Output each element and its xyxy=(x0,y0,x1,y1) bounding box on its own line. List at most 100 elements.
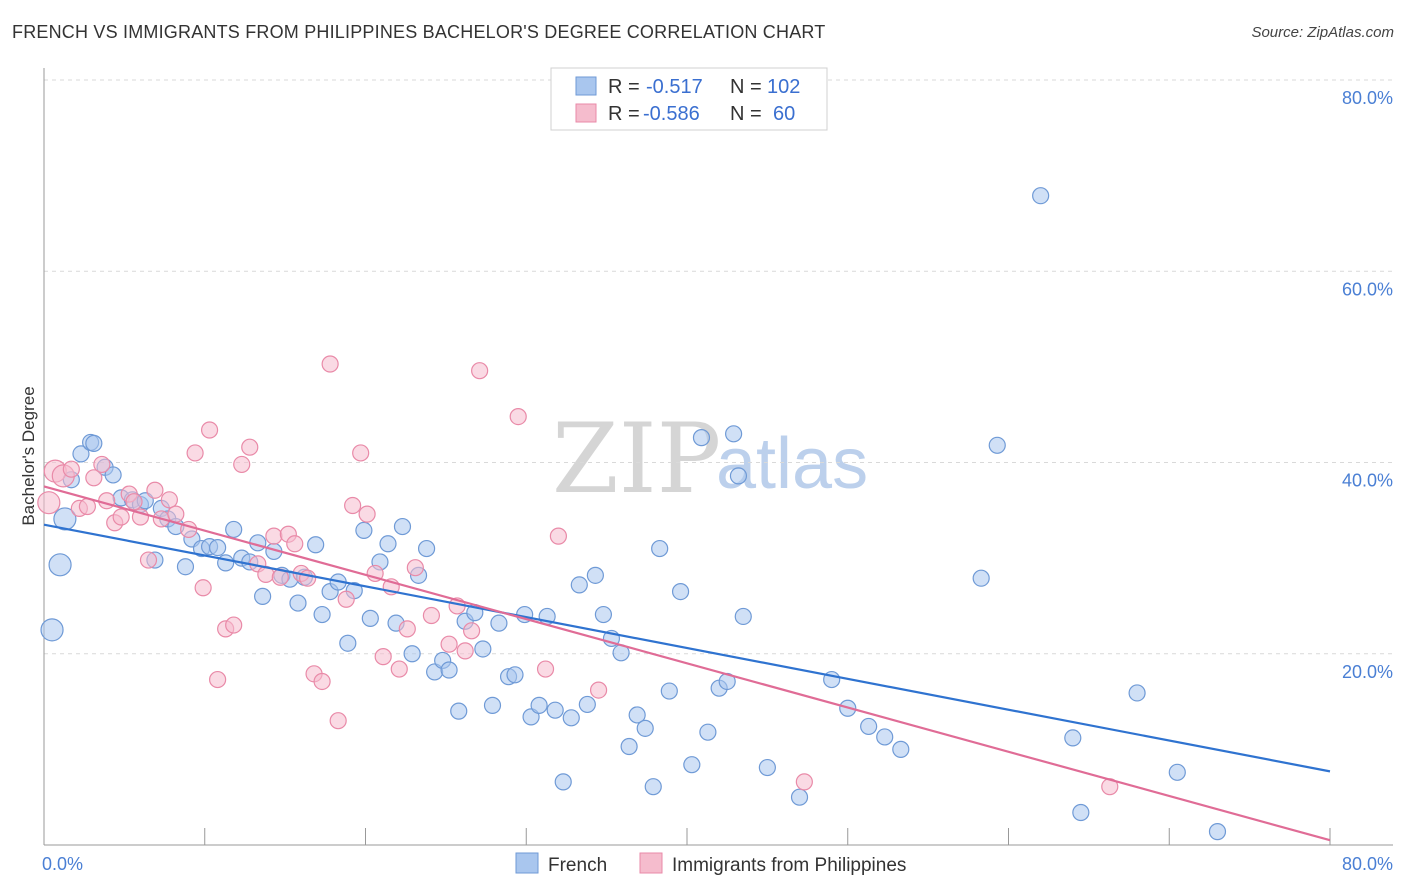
philippines-point-17 xyxy=(160,491,178,509)
french-point-91 xyxy=(860,717,878,736)
french-point-93 xyxy=(892,740,910,758)
philippines-point-10 xyxy=(112,508,130,526)
french-point-101 xyxy=(1208,823,1227,841)
french-point-51 xyxy=(450,702,468,720)
trend-line-french xyxy=(43,523,1331,773)
series-philippines-points xyxy=(37,355,1119,796)
french-point-4 xyxy=(72,445,90,463)
french-point-45 xyxy=(403,645,421,663)
french-point-99 xyxy=(1128,684,1146,702)
x-ticks xyxy=(204,828,1331,845)
philippines-point-58 xyxy=(549,527,568,545)
philippines-point-60 xyxy=(795,773,813,791)
philippines-point-37 xyxy=(313,672,331,691)
axes xyxy=(43,68,1393,846)
french-point-0 xyxy=(40,618,64,642)
french-point-88 xyxy=(790,788,809,806)
philippines-point-50 xyxy=(422,606,441,625)
french-point-58 xyxy=(506,666,524,684)
french-point-98 xyxy=(1072,803,1090,822)
philippines-point-48 xyxy=(398,620,416,638)
legend-n-value-philippines: 60 xyxy=(773,103,795,125)
philippines-point-27 xyxy=(241,438,259,456)
french-point-81 xyxy=(699,723,717,741)
french-point-94 xyxy=(972,569,990,587)
y-tick-label-40: 40.0% xyxy=(1342,471,1393,491)
philippines-point-51 xyxy=(440,635,458,653)
french-point-63 xyxy=(546,701,564,719)
legend-r-value-french: -0.517 xyxy=(646,76,703,98)
philippines-point-33 xyxy=(286,535,304,553)
x-tick-label-max: 80.0% xyxy=(1342,854,1393,874)
source-label: Source: ZipAtlas.com xyxy=(1251,24,1394,41)
philippines-point-45 xyxy=(374,648,392,666)
philippines-point-55 xyxy=(471,362,489,380)
philippines-point-35 xyxy=(299,569,317,587)
philippines-point-57 xyxy=(536,660,555,678)
french-point-84 xyxy=(725,425,743,443)
french-point-92 xyxy=(876,728,894,746)
philippines-point-42 xyxy=(352,444,370,462)
y-tick-label-60: 60.0% xyxy=(1342,279,1393,299)
french-point-87 xyxy=(758,758,776,777)
french-point-56 xyxy=(490,614,508,632)
french-point-80 xyxy=(692,429,711,447)
bottom-legend-swatch-philippines xyxy=(639,852,663,874)
legend-n-value-french: 102 xyxy=(767,76,800,98)
legend-swatch-french xyxy=(575,76,597,96)
french-point-33 xyxy=(307,536,325,554)
legend-r-label-philippines: R = xyxy=(608,103,640,125)
french-point-2 xyxy=(53,507,77,531)
legend-swatch-philippines xyxy=(575,103,597,123)
philippines-point-26 xyxy=(233,455,251,474)
french-point-47 xyxy=(417,539,436,558)
french-point-44 xyxy=(393,517,412,536)
philippines-point-8 xyxy=(98,492,116,510)
french-point-21 xyxy=(209,539,227,557)
french-point-34 xyxy=(313,605,331,624)
french-point-76 xyxy=(651,539,669,558)
french-point-40 xyxy=(361,609,379,627)
philippines-point-59 xyxy=(589,681,608,699)
philippines-point-40 xyxy=(337,590,355,608)
philippines-point-12 xyxy=(125,493,143,511)
philippines-point-43 xyxy=(358,505,376,523)
french-point-17 xyxy=(176,558,195,576)
philippines-point-25 xyxy=(225,616,243,634)
french-point-22 xyxy=(217,554,235,572)
philippines-point-39 xyxy=(329,712,347,730)
french-point-39 xyxy=(355,521,373,539)
french-point-64 xyxy=(554,773,572,791)
philippines-point-18 xyxy=(167,505,185,523)
philippines-point-30 xyxy=(265,527,283,545)
french-point-23 xyxy=(225,520,243,539)
x-tick-label-min: 0.0% xyxy=(42,854,83,874)
philippines-point-49 xyxy=(406,559,424,577)
french-point-31 xyxy=(289,594,307,612)
french-point-77 xyxy=(660,682,678,700)
french-point-79 xyxy=(683,756,701,774)
philippines-point-3 xyxy=(62,460,80,478)
french-point-66 xyxy=(570,576,588,594)
philippines-point-54 xyxy=(462,622,481,640)
french-point-97 xyxy=(1064,729,1082,747)
french-point-27 xyxy=(254,587,272,605)
trend-lines xyxy=(43,485,1331,842)
y-tick-label-80: 80.0% xyxy=(1342,88,1393,108)
chart-title: FRENCH VS IMMIGRANTS FROM PHILIPPINES BA… xyxy=(12,22,826,42)
philippines-point-0 xyxy=(37,491,61,515)
philippines-point-7 xyxy=(93,455,111,474)
legend-n-label-french: N = xyxy=(730,76,762,98)
french-point-68 xyxy=(586,566,604,584)
y-tick-labels: 20.0% 40.0% 60.0% 80.0% xyxy=(1342,88,1393,682)
french-point-72 xyxy=(620,737,638,756)
bottom-legend-swatch-french xyxy=(515,852,539,874)
french-point-95 xyxy=(988,436,1006,454)
french-point-54 xyxy=(474,640,492,658)
philippines-point-23 xyxy=(209,670,227,689)
french-point-50 xyxy=(440,661,458,679)
french-point-55 xyxy=(483,696,502,714)
legend-r-label-french: R = xyxy=(608,76,640,98)
french-point-37 xyxy=(339,634,357,652)
bottom-legend-label-philippines: Immigrants from Philippines xyxy=(672,855,906,876)
